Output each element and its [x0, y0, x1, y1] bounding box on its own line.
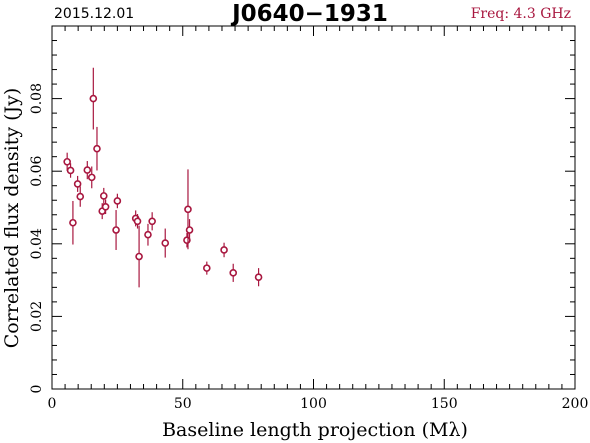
data-point [148, 212, 156, 231]
point-marker [184, 205, 192, 214]
y-tick-label: 0.06 [29, 156, 45, 187]
point-marker [113, 197, 122, 205]
data-points [63, 67, 263, 288]
data-point [161, 228, 170, 258]
data-point [113, 193, 122, 209]
point-marker [87, 173, 96, 182]
x-tick-label: 200 [562, 396, 589, 412]
point-marker [185, 226, 194, 234]
point-marker [83, 166, 92, 174]
point-marker [203, 264, 211, 272]
y-tick-label: 0 [29, 385, 45, 394]
x-tick-label: 50 [174, 396, 192, 412]
point-marker [112, 226, 120, 234]
point-marker [229, 269, 238, 277]
y-tick-label: 0.04 [29, 228, 45, 259]
data-point [76, 186, 85, 207]
point-marker [148, 217, 156, 226]
data-point [220, 242, 228, 258]
x-axis-label: Baseline length projection (Mλ) [162, 419, 468, 441]
point-marker [144, 230, 152, 239]
data-point [66, 163, 75, 178]
point-marker [73, 180, 82, 188]
x-tick-label: 0 [48, 396, 57, 412]
data-point [254, 268, 263, 287]
source-title: J0640−1931 [230, 1, 388, 27]
data-point [203, 261, 211, 275]
point-marker [99, 192, 108, 200]
y-tick-label: 0.08 [29, 83, 45, 114]
data-point [135, 225, 143, 288]
point-marker [135, 252, 143, 261]
point-marker [133, 217, 142, 226]
point-marker [254, 273, 263, 281]
frequency-label: Freq: 4.3 GHz [471, 6, 571, 22]
y-axis-label: Correlated flux density (Jy) [1, 88, 23, 349]
y-tick-label: 0.02 [29, 301, 45, 332]
point-marker [69, 218, 77, 227]
point-marker [76, 192, 85, 201]
data-point [73, 175, 82, 192]
point-marker [89, 94, 98, 103]
data-point [184, 169, 192, 250]
axes: 0 50 100 150 200 0 0.02 0.04 0.06 0.08 [29, 25, 589, 412]
data-point [69, 200, 77, 245]
data-point [185, 219, 194, 241]
point-marker [220, 246, 228, 254]
point-marker [63, 157, 71, 166]
plot-frame [51, 25, 576, 390]
data-point [133, 214, 142, 229]
data-point [87, 166, 96, 189]
data-point [93, 126, 101, 171]
data-point [144, 223, 152, 246]
point-marker [66, 166, 75, 175]
point-marker [101, 202, 110, 211]
point-marker [161, 239, 170, 247]
observation-date: 2015.12.01 [54, 6, 134, 22]
x-tick-label: 150 [431, 396, 458, 412]
data-point [229, 263, 238, 282]
data-point [63, 152, 71, 171]
data-point [101, 199, 110, 215]
data-point [89, 67, 98, 130]
data-point [83, 161, 92, 180]
data-point [99, 187, 108, 204]
data-point [112, 210, 120, 250]
point-marker [93, 144, 101, 153]
x-tick-label: 100 [300, 396, 327, 412]
